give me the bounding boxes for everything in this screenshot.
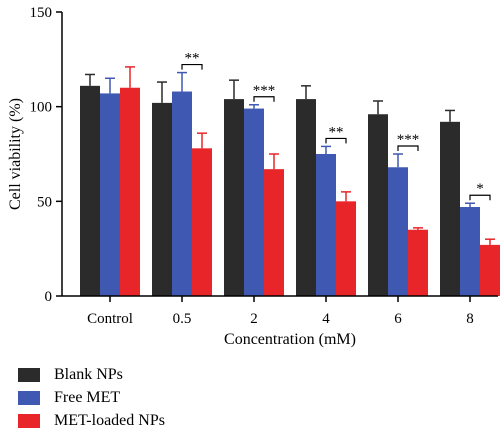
significance-bracket xyxy=(325,137,347,144)
x-tick-label: 2 xyxy=(250,311,258,327)
bars-layer xyxy=(80,66,500,297)
y-tick-label: 150 xyxy=(30,5,53,21)
y-axis-label: Cell viability (%) xyxy=(7,98,24,210)
x-tick-label: 0.5 xyxy=(173,311,192,327)
bar-2-3 xyxy=(336,201,356,296)
significance-bracket xyxy=(469,194,491,201)
legend-item-blank-nps: Blank NPs xyxy=(18,363,165,386)
significance-label: ** xyxy=(185,51,200,67)
bar-1-2 xyxy=(244,108,264,296)
bar-0-4 xyxy=(368,114,388,297)
bar-2-2 xyxy=(264,169,284,296)
bar-2-5 xyxy=(480,244,500,296)
y-tick-label: 100 xyxy=(30,100,53,116)
significance-bracket xyxy=(397,145,419,151)
x-axis-label: Concentration (mM) xyxy=(224,331,356,348)
legend-swatch-blank-nps xyxy=(18,367,40,382)
x-tick-label: 6 xyxy=(394,311,402,327)
legend-item-met-loaded-nps: MET-loaded NPs xyxy=(18,409,165,432)
significance-bracket xyxy=(181,63,203,70)
bar-2-0 xyxy=(120,87,140,296)
bar-1-3 xyxy=(316,154,336,296)
bar-1-5 xyxy=(460,207,480,296)
bar-0-5 xyxy=(440,121,460,297)
significance-layer: ******* **** xyxy=(181,51,491,201)
significance-label: *** xyxy=(253,83,276,99)
bar-0-2 xyxy=(224,99,244,297)
y-axis-ticks: 0 50 100 150 xyxy=(30,5,62,305)
bar-1-1 xyxy=(172,91,192,297)
legend-swatch-free-met xyxy=(18,390,40,405)
bar-0-0 xyxy=(80,85,100,296)
legend-swatch-met-loaded-nps xyxy=(18,413,40,428)
legend-label-free-met: Free MET xyxy=(54,388,121,406)
y-tick-label: 0 xyxy=(45,289,53,305)
x-tick-label: 8 xyxy=(466,311,474,327)
bar-0-1 xyxy=(152,102,172,296)
y-tick-label: 50 xyxy=(37,194,52,210)
legend: Blank NPs Free MET MET-loaded NPs xyxy=(18,363,165,432)
significance-label: * xyxy=(476,181,484,197)
bar-1-4 xyxy=(388,167,408,296)
bar-2-1 xyxy=(192,148,212,296)
legend-label-met-loaded-nps: MET-loaded NPs xyxy=(54,411,165,429)
significance-label: *** xyxy=(397,132,420,148)
legend-label-blank-nps: Blank NPs xyxy=(54,365,123,383)
legend-item-free-met: Free MET xyxy=(18,386,165,409)
bar-0-3 xyxy=(296,99,316,297)
x-tick-label: 4 xyxy=(322,311,330,327)
bar-2-4 xyxy=(408,229,428,296)
significance-bracket xyxy=(253,96,275,102)
x-axis-ticks: Control 0.5 2 4 6 8 xyxy=(87,296,474,327)
bar-1-0 xyxy=(100,93,120,296)
significance-label: ** xyxy=(329,124,344,140)
x-tick-label: Control xyxy=(87,311,133,327)
